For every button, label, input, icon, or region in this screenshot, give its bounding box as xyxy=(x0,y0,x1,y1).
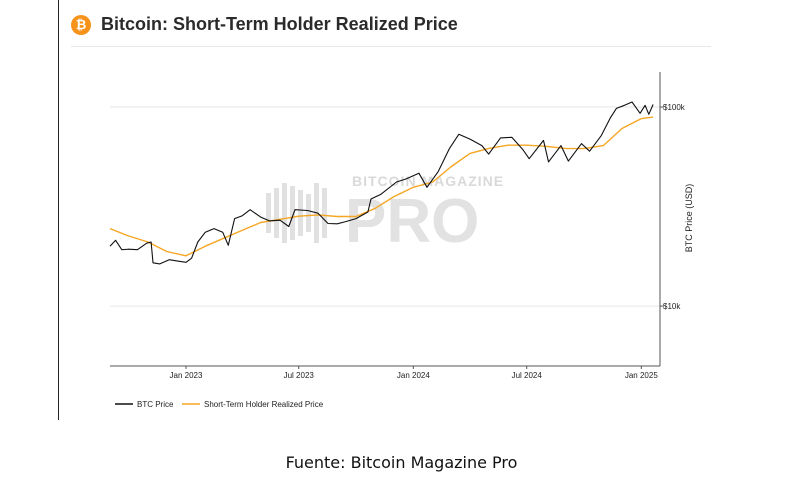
watermark-line1: BITCOIN MAGAZINE xyxy=(352,173,504,189)
title-divider xyxy=(71,46,711,47)
chart-title: Bitcoin: Short-Term Holder Realized Pric… xyxy=(101,14,458,34)
y-tick-label-0: $100k xyxy=(663,103,686,112)
x-tick-label-2: Jan 2024 xyxy=(397,371,430,380)
grid-lines xyxy=(110,106,660,307)
legend-label-0: BTC Price xyxy=(137,400,174,409)
y-axis-label: BTC Price (USD) xyxy=(684,184,694,253)
y-tick-label-1: $10k xyxy=(663,302,681,311)
left-border-line xyxy=(58,0,59,420)
x-tick-label-1: Jul 2023 xyxy=(284,371,315,380)
x-axis-ticks: Jan 2023 Jul 2023 Jan 2024 Jul 2024 Jan 2025 xyxy=(170,366,658,380)
x-tick-label-0: Jan 2023 xyxy=(170,371,203,380)
series-sth-realized-price xyxy=(109,116,654,257)
x-tick-label-4: Jan 2025 xyxy=(625,371,658,380)
watermark: BITCOIN MAGAZINE PRO xyxy=(266,173,504,256)
x-tick-label-3: Jul 2024 xyxy=(512,371,543,380)
bitcoin-logo-icon: ₿ xyxy=(71,14,91,35)
legend: BTC Price Short-Term Holder Realized Pric… xyxy=(115,400,324,409)
legend-label-1: Short-Term Holder Realized Price xyxy=(204,400,324,409)
series-lines xyxy=(109,101,654,265)
series-btc-price xyxy=(109,101,654,265)
chart-header: ₿ Bitcoin: Short-Term Holder Realized Pr… xyxy=(71,14,458,35)
watermark-line2: PRO xyxy=(345,187,479,256)
source-caption: Fuente: Bitcoin Magazine Pro xyxy=(285,453,518,472)
y-axis-ticks: $100k $10k xyxy=(660,103,686,311)
